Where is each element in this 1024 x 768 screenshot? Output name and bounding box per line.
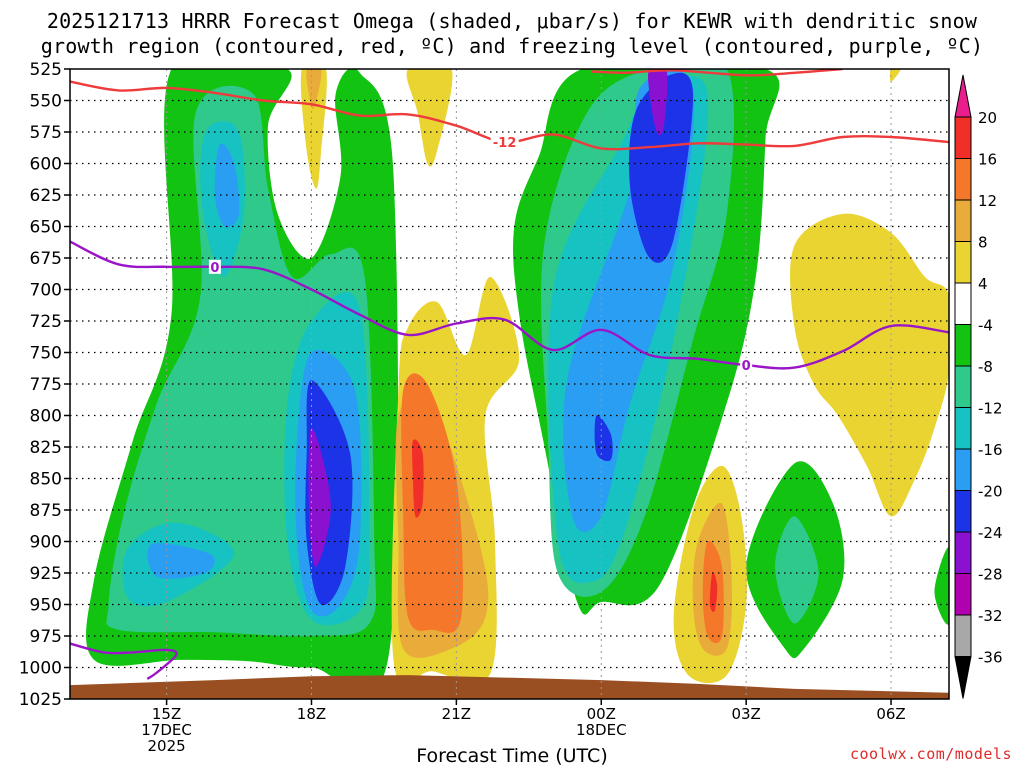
region-teal-12-to-8-lower-right xyxy=(775,516,819,624)
colorbar-label: 20 xyxy=(978,109,997,127)
x-tick-label: 00Z xyxy=(587,705,616,723)
region-violet-28-to-24-centre xyxy=(648,69,668,136)
contour-1 xyxy=(591,69,843,77)
y-tick-label: 925 xyxy=(30,564,62,584)
colorbar-label: 16 xyxy=(978,151,997,169)
colorbar-swatch xyxy=(954,116,972,159)
colorbar-label: 12 xyxy=(978,192,997,210)
y-tick-label: 775 xyxy=(30,375,62,395)
colorbar-swatch xyxy=(954,199,972,242)
x-tick-label: 03Z xyxy=(731,705,760,723)
y-tick-label: 1000 xyxy=(19,659,62,679)
contour-label: -12 xyxy=(493,136,517,151)
colorbar-label: -8 xyxy=(978,358,993,376)
colorbar-label: -12 xyxy=(978,400,1003,418)
x-tick-label: 15Z xyxy=(152,705,181,723)
colorbar-swatch xyxy=(954,158,972,201)
chart-title-line-1: 2025121713 HRRR Forecast Omega (shaded, … xyxy=(46,9,978,33)
chart-title-line-2: growth region (contoured, red, ºC) and f… xyxy=(40,34,984,58)
colorbar-label: 4 xyxy=(978,275,988,293)
colorbar-swatch xyxy=(954,282,972,325)
contour-3 xyxy=(70,642,178,680)
omega-shaded-regions xyxy=(70,69,949,699)
y-tick-label: 900 xyxy=(30,533,62,553)
colorbar-swatch xyxy=(954,324,972,367)
y-tick-label: 1025 xyxy=(19,690,62,710)
colorbar-swatch xyxy=(954,490,972,533)
region-blue-20-to-16-bottom-left xyxy=(147,543,215,579)
colorbar-top-arrow xyxy=(954,74,972,118)
colorbar-label: -4 xyxy=(978,317,993,335)
colorbar-bottom-arrow xyxy=(954,656,972,699)
contour-label: 0 xyxy=(210,261,219,276)
y-tick-label: 575 xyxy=(30,123,62,143)
y-tick-label: 675 xyxy=(30,249,62,269)
region-orange-12-to-16-main xyxy=(401,373,463,633)
region-blue-20-to-16-left-upper xyxy=(214,143,240,228)
region-gold-8-to-12-top xyxy=(306,69,322,109)
colorbar-swatch xyxy=(954,614,972,657)
y-tick-label: 750 xyxy=(30,344,62,364)
x-tick-label: 18DEC xyxy=(576,721,627,739)
x-tick-label: 21Z xyxy=(442,705,471,723)
region-yellow-4-to-8-top-spike xyxy=(300,69,327,189)
x-axis-title: Forecast Time (UTC) xyxy=(416,745,608,767)
colorbar-label: -28 xyxy=(978,566,1003,584)
colorbar-label: -24 xyxy=(978,524,1003,542)
colorbar: 20 16 12 8 4 -4 -8 -12 -16 -20 -24 -28 -32 -36 xyxy=(954,74,1003,699)
colorbar-label: 8 xyxy=(978,234,988,252)
y-tick-label: 825 xyxy=(30,438,62,458)
colorbar-label: -36 xyxy=(978,649,1003,667)
colorbar-swatch xyxy=(954,365,972,408)
colorbar-swatch xyxy=(954,573,972,616)
source-credit: coolwx.com/models xyxy=(849,745,1012,763)
y-tick-label: 975 xyxy=(30,627,62,647)
x-tick-label: 2025 xyxy=(147,737,185,755)
y-tick-label: 600 xyxy=(30,155,62,175)
colorbar-label: -20 xyxy=(978,483,1003,501)
y-tick-label: 700 xyxy=(30,281,62,301)
colorbar-swatch xyxy=(954,531,972,574)
y-tick-label: 850 xyxy=(30,470,62,490)
region-yellow-4-to-8-top-centre xyxy=(406,69,453,167)
colorbar-swatch xyxy=(954,448,972,491)
colorbar-swatch xyxy=(954,407,972,450)
contour-label: 0 xyxy=(742,359,751,374)
y-tick-label: 625 xyxy=(30,186,62,206)
contour-label-bg xyxy=(208,259,221,274)
y-axis-pressure: 525 550 575 600 625 650 675 700 725 750 775 800 825 8… xyxy=(19,60,70,710)
y-tick-label: 800 xyxy=(30,407,62,427)
grid-lines xyxy=(70,69,949,699)
contour-label-bg xyxy=(490,135,519,150)
region-terrain-surface xyxy=(70,675,949,699)
y-tick-label: 950 xyxy=(30,596,62,616)
y-tick-label: 725 xyxy=(30,312,62,332)
y-tick-label: 550 xyxy=(30,92,62,112)
contour-label-bg xyxy=(740,358,753,373)
region-green-8-to-4-far-right xyxy=(934,547,949,625)
colorbar-label: -16 xyxy=(978,441,1003,459)
region-red-16-to-20-main xyxy=(412,439,424,518)
y-tick-label: 875 xyxy=(30,501,62,521)
colorbar-label: -32 xyxy=(978,607,1003,625)
y-tick-label: 650 xyxy=(30,218,62,238)
contour-lines: -12 0 0 xyxy=(70,69,949,680)
region-yellow-4-to-8-right xyxy=(790,213,949,517)
region-red-16-to-20-bottom-centre xyxy=(709,572,718,613)
region-navy-24-to-20-centre-upper xyxy=(628,72,694,263)
region-violet-28-to-24-left xyxy=(308,428,331,567)
region-yellow-4-to-8-top-right xyxy=(889,69,901,82)
y-tick-label: 525 xyxy=(30,60,62,80)
region-navy-24-to-20-centre-lower xyxy=(594,415,613,462)
colorbar-swatch xyxy=(954,241,972,284)
x-tick-label: 18Z xyxy=(297,705,326,723)
x-tick-label: 06Z xyxy=(876,705,905,723)
x-tick-label: 17DEC xyxy=(141,721,192,739)
